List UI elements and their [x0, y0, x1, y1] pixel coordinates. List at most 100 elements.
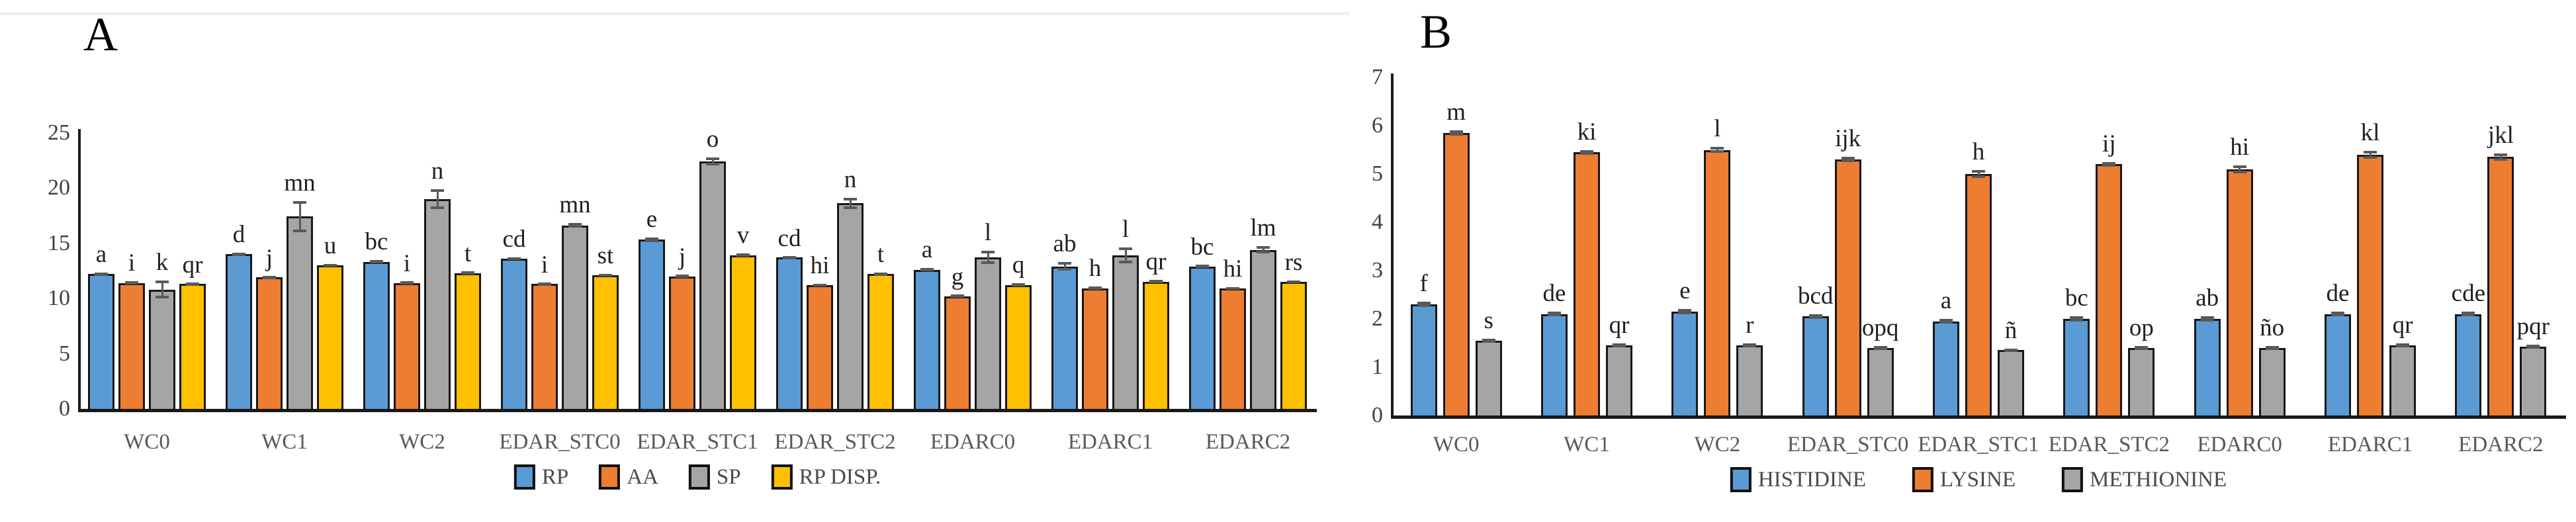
error-bar-cap-top	[2070, 316, 2084, 320]
significance-letter: st	[597, 242, 614, 270]
error-bar-cap-bottom	[981, 261, 995, 265]
error-bar-cap-top	[1257, 245, 1270, 249]
legend-label: LYSINE	[1939, 467, 2016, 492]
error-bar-cap-bottom	[706, 162, 719, 165]
x-category-label: WC0	[124, 430, 170, 454]
error-bar-cap-bottom	[844, 206, 857, 209]
error-bar-line	[436, 189, 439, 209]
error-bar-cap-top	[1841, 156, 1855, 159]
significance-letter: t	[877, 240, 885, 268]
error-bar-line	[161, 281, 163, 298]
x-category-label: EDAR_STC2	[774, 430, 896, 454]
legend-item: RP	[513, 464, 568, 490]
error-bar-cap-top	[1119, 247, 1132, 251]
significance-letter: bc	[365, 228, 388, 256]
bar	[2325, 314, 2351, 417]
bar	[1704, 150, 1731, 417]
panel-b-label: B	[1420, 5, 1452, 58]
bar	[2258, 347, 2286, 417]
bar	[592, 275, 619, 411]
error-bar-cap-top	[2364, 150, 2377, 153]
error-bar-cap-bottom	[293, 229, 306, 232]
error-bar-cap-bottom	[2462, 314, 2475, 317]
bar	[501, 258, 527, 411]
error-bar-cap-bottom	[2494, 158, 2508, 161]
legend-swatch-gray	[2062, 467, 2084, 492]
y-axis-line	[1391, 73, 1394, 418]
significance-letter: h	[1088, 255, 1102, 283]
error-bar-line	[2369, 150, 2372, 159]
significance-letter: g	[951, 263, 964, 290]
bar	[179, 284, 206, 411]
significance-letter: a	[95, 240, 107, 268]
bar	[363, 261, 390, 411]
x-category-label: EDAR_STC0	[499, 430, 621, 454]
error-bar-cap-bottom	[1939, 321, 1953, 324]
error-bar-cap-bottom	[95, 273, 108, 276]
error-bar-cap-bottom	[186, 282, 199, 285]
error-bar-line	[1262, 245, 1265, 254]
significance-letter: mn	[284, 169, 316, 197]
significance-letter: ño	[2260, 314, 2285, 341]
significance-letter: i	[128, 249, 136, 277]
error-bar-cap-bottom	[2070, 318, 2084, 322]
bar	[1867, 347, 1894, 417]
error-bar-cap-bottom	[568, 225, 582, 228]
error-bar-cap-bottom	[538, 282, 551, 285]
bar	[1541, 314, 1568, 417]
error-bar-cap-bottom	[599, 273, 612, 277]
x-category-label: WC0	[1433, 433, 1480, 457]
error-bar-cap-top	[2331, 312, 2344, 315]
bar	[2226, 169, 2253, 417]
bar	[1112, 255, 1139, 411]
x-category-label: EDAR_STC0	[1787, 433, 1909, 457]
significance-letter: e	[1679, 277, 1691, 305]
significance-letter: u	[324, 232, 337, 260]
bar	[730, 255, 756, 411]
bar	[2520, 347, 2547, 417]
bar	[1998, 350, 2024, 417]
error-bar-line	[711, 157, 714, 165]
bar	[1802, 316, 1829, 417]
significance-letter: hi	[1223, 255, 1243, 283]
significance-letter: ñ	[2004, 316, 2018, 344]
legend-item: AA	[599, 464, 658, 490]
significance-letter: hi	[2230, 133, 2250, 161]
y-tick-label: 15	[48, 230, 70, 255]
error-bar-cap-top	[1058, 261, 1071, 265]
significance-letter: rs	[1284, 249, 1303, 277]
bar	[424, 198, 451, 411]
error-bar-cap-bottom	[508, 257, 521, 260]
error-bar-cap-top	[1678, 309, 1692, 312]
error-bar-cap-top	[645, 238, 658, 241]
bar	[807, 284, 833, 411]
bar	[149, 289, 175, 411]
error-bar-cap-top	[1808, 314, 1822, 317]
error-bar-cap-bottom	[1226, 286, 1239, 290]
y-tick-label: 7	[1372, 65, 1383, 89]
x-category-label: EDAR_STC1	[637, 430, 758, 454]
x-category-label: WC1	[1564, 433, 1610, 457]
error-bar-cap-top	[981, 251, 995, 254]
bar	[1574, 152, 1600, 417]
error-bar-cap-top	[2462, 312, 2475, 315]
error-bar-cap-bottom	[1841, 159, 1855, 163]
error-bar-line	[849, 198, 852, 209]
y-tick-label: 20	[48, 175, 70, 200]
legend-label: HISTIDINE	[1757, 467, 1866, 492]
significance-letter: op	[2129, 314, 2154, 341]
error-bar-cap-top	[1710, 147, 1724, 150]
bar	[699, 161, 726, 411]
error-bar-cap-bottom	[2396, 345, 2409, 348]
significance-letter: jkl	[2487, 121, 2514, 149]
significance-letter: de	[2326, 280, 2350, 308]
bar	[287, 216, 313, 411]
y-tick-label: 3	[1372, 258, 1383, 283]
significance-letter: cde	[2451, 280, 2486, 308]
bar	[1410, 304, 1437, 417]
bar	[1443, 132, 1470, 417]
error-bar-cap-bottom	[1287, 280, 1300, 283]
error-bar-cap-top	[1580, 150, 1593, 153]
y-tick-label: 25	[48, 120, 70, 145]
